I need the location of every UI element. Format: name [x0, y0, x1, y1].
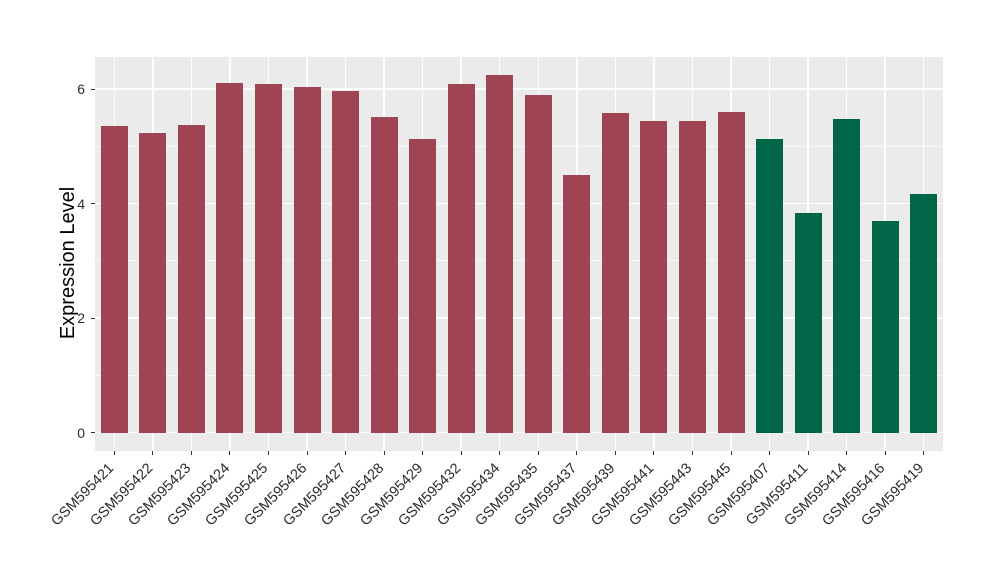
x-tick-mark-GSM595429 — [422, 451, 424, 455]
x-tick-mark-GSM595439 — [614, 451, 616, 455]
gridline-minor-y3 — [95, 260, 943, 262]
bar-GSM595437 — [563, 174, 591, 433]
x-tick-mark-GSM595427 — [345, 451, 347, 455]
y-tick-label-2: 2 — [77, 310, 85, 327]
x-tick-mark-GSM595426 — [306, 451, 308, 455]
bar-GSM595443 — [678, 121, 706, 433]
bar-GSM595414 — [833, 119, 861, 433]
bar-GSM595416 — [871, 221, 899, 433]
x-tick-mark-GSM595437 — [576, 451, 578, 455]
x-tick-mark-GSM595441 — [653, 451, 655, 455]
bar-GSM595428 — [370, 117, 398, 433]
x-tick-mark-GSM595407 — [769, 451, 771, 455]
x-tick-mark-GSM595424 — [229, 451, 231, 455]
bar-GSM595435 — [524, 95, 552, 433]
gridline-minor-y5 — [95, 145, 943, 147]
y-tick-mark-2 — [91, 317, 95, 319]
x-tick-mark-GSM595434 — [499, 451, 501, 455]
bar-GSM595407 — [756, 139, 784, 433]
x-tick-mark-GSM595432 — [460, 451, 462, 455]
bar-GSM595419 — [910, 193, 938, 433]
bar-GSM595411 — [794, 213, 822, 433]
x-tick-mark-GSM595419 — [923, 451, 925, 455]
bar-GSM595429 — [409, 139, 437, 433]
bar-GSM595422 — [139, 132, 167, 433]
x-tick-mark-GSM595414 — [846, 451, 848, 455]
x-tick-mark-GSM595428 — [383, 451, 385, 455]
x-tick-mark-GSM595421 — [113, 451, 115, 455]
bar-GSM595439 — [601, 112, 629, 433]
y-tick-label-0: 0 — [77, 424, 85, 441]
x-tick-mark-GSM595435 — [537, 451, 539, 455]
bar-GSM595445 — [717, 111, 745, 433]
gridline-major-y0 — [95, 431, 943, 434]
y-tick-mark-0 — [91, 432, 95, 434]
gridline-major-y4 — [95, 202, 943, 205]
x-tick-mark-GSM595443 — [691, 451, 693, 455]
bar-GSM595423 — [177, 125, 205, 433]
bar-GSM595427 — [332, 90, 360, 433]
bar-GSM595432 — [447, 83, 475, 433]
y-tick-mark-6 — [91, 88, 95, 90]
bar-GSM595421 — [100, 125, 128, 433]
bar-GSM595434 — [486, 74, 514, 433]
x-tick-mark-GSM595445 — [730, 451, 732, 455]
gridline-minor-y1 — [95, 374, 943, 376]
bar-GSM595426 — [293, 86, 321, 433]
gridline-major-y2 — [95, 317, 943, 319]
y-axis-title: Expression Level — [56, 186, 79, 340]
bar-GSM595441 — [640, 121, 668, 433]
y-tick-label-4: 4 — [77, 195, 85, 212]
plot-panel — [95, 57, 943, 451]
y-tick-mark-4 — [91, 203, 95, 205]
x-tick-mark-GSM595416 — [884, 451, 886, 455]
x-tick-mark-GSM595422 — [152, 451, 154, 455]
bar-GSM595425 — [254, 84, 282, 433]
bar-GSM595424 — [216, 82, 244, 433]
gridline-major-y6 — [95, 88, 943, 90]
x-tick-mark-GSM595423 — [190, 451, 192, 455]
x-tick-mark-GSM595425 — [267, 451, 269, 455]
x-tick-mark-GSM595411 — [807, 451, 809, 455]
y-tick-label-6: 6 — [77, 81, 85, 98]
